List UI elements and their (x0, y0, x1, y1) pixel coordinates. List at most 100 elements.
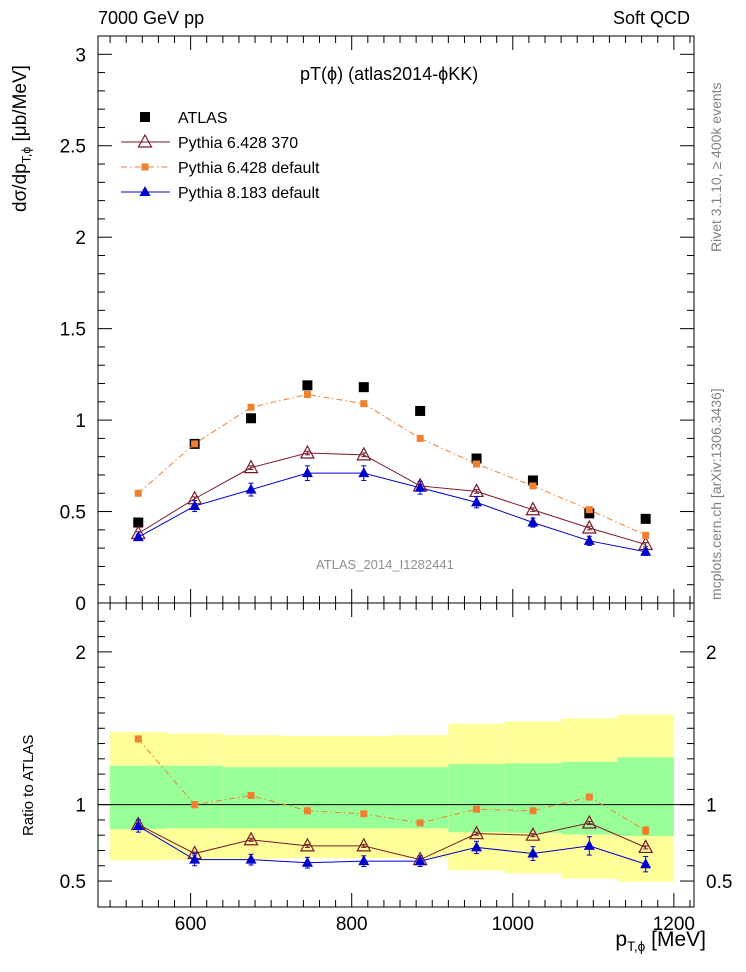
inner-band-bin (279, 767, 336, 829)
main-point-pythia-6-428-default (191, 440, 199, 448)
legend-entry-atlas: ATLAS (140, 110, 228, 127)
main-y-tick-label: 1.5 (60, 320, 86, 341)
legend: ATLAS Pythia 6.428 370 Pythia 6.428 defaul… (121, 110, 320, 202)
ratio-point-pythia-6-428-default (247, 791, 255, 799)
ratio-point-pythia-8-183-default (189, 853, 201, 864)
x-axis-label: pT,ϕ [MeV] (615, 928, 706, 954)
legend-label-pythia-8-183-default: Pythia 8.183 default (178, 185, 320, 202)
legend-marker-pythia-8-183-default (139, 186, 151, 196)
mcplots-side-label: mcplots.cern.ch [arXiv:1306.3436] (708, 388, 724, 600)
main-line-pythia-6-428-370 (138, 452, 646, 545)
main-point-pythia-8-183-default (245, 483, 257, 494)
main-point-atlas (246, 413, 257, 424)
legend-entry-pythia-6-428-default: Pythia 6.428 default (121, 160, 320, 177)
main-series-atlas (133, 380, 651, 528)
main-point-atlas (133, 517, 144, 528)
main-point-pythia-6-428-default (416, 434, 424, 442)
main-point-pythia-8-183-default (640, 545, 652, 556)
ratio-point-pythia-8-183-default (527, 847, 539, 858)
header-left-label: 7000 GeV pp (98, 8, 205, 28)
main-point-pythia-6-428-default (134, 489, 142, 497)
x-tick-label: 600 (175, 914, 207, 935)
ratio-y-tick-label-right: 2 (706, 643, 717, 664)
main-series-pythia-6-428-default (134, 390, 650, 539)
main-point-pythia-6-428-370 (243, 459, 259, 474)
legend-label-atlas: ATLAS (178, 110, 228, 127)
main-point-pythia-8-183-default (414, 481, 426, 492)
main-y-tick-label: 2 (75, 228, 86, 249)
ratio-point-pythia-6-428-370 (243, 831, 259, 846)
ratio-y-tick-label-right: 1 (706, 796, 717, 817)
ratio-point-pythia-8-183-default (583, 839, 595, 850)
main-y-axis-label: dσ/dpT,ϕ [μb/MeV] (10, 65, 34, 212)
main-point-pythia-8-183-default (471, 496, 483, 507)
ratio-point-pythia-8-183-default (132, 820, 144, 831)
inner-band-bin (617, 757, 674, 836)
main-point-pythia-8-183-default (527, 516, 539, 527)
main-point-pythia-6-428-default (247, 403, 255, 411)
inner-band-bin (166, 765, 223, 829)
ratio-line-pythia-6-428-default (137, 738, 646, 832)
main-point-pythia-6-428-default (642, 531, 650, 539)
ratio-y-tick-label-left: 2 (75, 643, 86, 664)
main-point-pythia-6-428-370 (581, 519, 597, 534)
main-panel-series (130, 380, 654, 556)
main-y-tick-label: 0 (75, 594, 86, 615)
legend-marker-pythia-6-428-default (141, 163, 149, 171)
ratio-panel-series (130, 735, 654, 873)
main-point-atlas (584, 508, 595, 519)
main-point-pythia-8-183-default (301, 467, 313, 478)
ratio-point-pythia-8-183-default (301, 856, 313, 867)
ratio-point-pythia-6-428-370 (356, 837, 372, 852)
ratio-y-tick-label-right: 0.5 (706, 872, 732, 893)
watermark-label: ATLAS_2014_I1282441 (316, 557, 454, 572)
axis-ticks: 0 0.5 1 1.5 2 2.5 3 0.5 0.5 1 1 2 2 600 800 1000 1200 (60, 36, 732, 935)
main-point-pythia-6-428-370 (356, 446, 372, 461)
main-point-pythia-8-183-default (189, 500, 201, 511)
main-point-atlas (358, 382, 369, 393)
ratio-point-pythia-6-428-370 (299, 837, 315, 852)
main-point-pythia-6-428-default (303, 390, 311, 398)
ratio-panel-frame (97, 602, 695, 908)
main-point-pythia-6-428-default (360, 400, 368, 408)
chart-title: pT(ϕ) (atlas2014-ϕKK) (300, 64, 479, 84)
main-point-atlas (640, 513, 651, 524)
x-tick-label: 800 (336, 914, 368, 935)
ratio-point-pythia-6-428-370 (469, 825, 485, 840)
main-point-atlas (527, 475, 538, 486)
main-y-tick-label: 0.5 (60, 503, 86, 524)
rivet-side-label: Rivet 3.1.10, ≥ 400k events (708, 82, 724, 252)
main-line-pythia-6-428-default (137, 393, 646, 536)
ratio-point-pythia-8-183-default (245, 853, 257, 864)
inner-band-bin (448, 764, 505, 833)
main-line-pythia-8-183-default (138, 472, 646, 553)
x-tick-label: 1000 (492, 914, 534, 935)
ratio-y-tick-label-left: 0.5 (60, 872, 86, 893)
ratio-point-pythia-8-183-default (471, 841, 483, 852)
ratio-series-pythia-6-428-default (134, 735, 650, 835)
main-series-pythia-6-428-370 (130, 444, 654, 551)
main-y-tick-label: 3 (75, 45, 86, 66)
ratio-point-pythia-6-428-370 (581, 814, 597, 829)
ratio-point-pythia-6-428-default (303, 807, 311, 815)
ratio-point-pythia-8-183-default (414, 855, 426, 866)
ratio-series-pythia-6-428-370 (130, 814, 654, 866)
ratio-point-pythia-6-428-default (416, 819, 424, 827)
ratio-point-pythia-8-183-default (358, 855, 370, 866)
legend-label-pythia-6-428-default: Pythia 6.428 default (178, 160, 320, 177)
main-point-pythia-8-183-default (358, 467, 370, 478)
inner-band-bin (391, 767, 449, 829)
ratio-point-pythia-6-428-370 (638, 839, 654, 854)
legend-marker-atlas (140, 112, 150, 122)
ratio-series-pythia-8-183-default (132, 819, 652, 873)
ratio-y-tick-label-left: 1 (75, 796, 86, 817)
header-right-label: Soft QCD (612, 8, 690, 28)
main-point-pythia-6-428-default (529, 482, 537, 490)
main-y-tick-label: 1 (75, 411, 86, 432)
main-point-atlas (415, 405, 426, 416)
ratio-point-pythia-6-428-default (529, 807, 537, 815)
main-point-pythia-8-183-default (132, 531, 144, 542)
ratio-point-pythia-6-428-default (134, 735, 142, 743)
main-point-pythia-6-428-370 (525, 501, 541, 516)
ratio-point-pythia-6-428-default (191, 801, 199, 809)
